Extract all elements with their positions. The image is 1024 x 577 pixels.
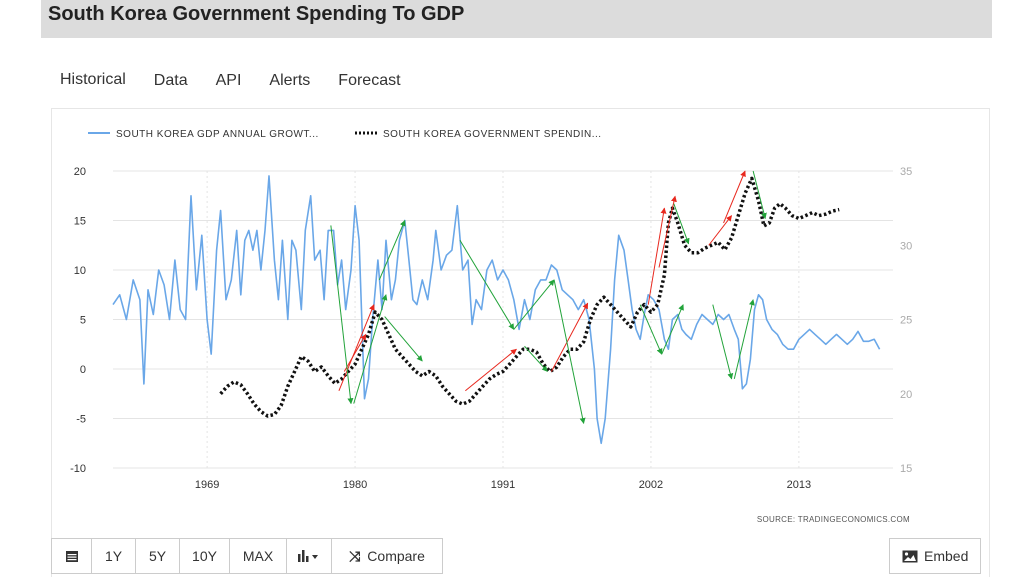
annotation-arrow [524,345,548,372]
tab-api[interactable]: API [215,72,242,89]
chart-type-button[interactable] [286,538,332,574]
y-axis-right: 35 30 25 20 15 [900,166,912,475]
annotation-arrow [752,170,767,220]
y-left-tick-label: 15 [74,216,86,228]
y-right-tick-label: 15 [900,463,912,475]
chart-legend: SOUTH KOREA GDP ANNUAL GROWT... SOUTH KO… [88,129,602,140]
y-left-tick-label: -10 [70,463,86,475]
embed-button[interactable]: Embed [889,538,982,574]
range-1y-button[interactable]: 1Y [91,538,136,574]
annotation-arrow [723,170,746,224]
range-max-button[interactable]: MAX [229,538,287,574]
annotation-arrow [553,279,586,425]
calendar-button[interactable] [51,538,92,574]
range-5y-button[interactable]: 5Y [135,538,180,574]
embed-label: Embed [924,548,969,564]
grid-lines [113,170,893,469]
annotation-arrow [384,316,423,362]
image-icon [902,550,918,562]
title-bar: South Korea Government Spending To GDP [41,0,992,38]
tab-historical[interactable]: Historical [60,71,126,88]
y-left-tick-label: 0 [80,364,86,376]
y-right-tick-label: 30 [900,240,912,252]
y-right-tick-label: 35 [900,166,912,178]
legend-gdp-label[interactable]: SOUTH KOREA GDP ANNUAL GROWT... [116,129,319,140]
range-10y-button[interactable]: 10Y [179,538,230,574]
calendar-icon [65,551,78,562]
y-left-tick-label: 5 [80,315,86,327]
annotation-arrow [330,225,354,405]
shuffle-icon: ⤨ [349,547,361,564]
annotation-arrow [658,195,677,268]
annotation-arrow [550,302,589,372]
x-tick-label: 2013 [787,479,811,491]
y-left-tick-label: 10 [74,265,86,277]
tab-alerts[interactable]: Alerts [269,72,311,89]
y-axis-left: 20 15 10 5 0 -5 -10 [70,166,86,475]
compare-label: Compare [367,548,425,564]
annotation-arrow [712,304,734,380]
tab-data[interactable]: Data [153,72,188,89]
annotation-arrows [330,170,767,425]
chart-toolbar: 1Y 5Y 10Y MAX ⤨ Compare [51,538,443,576]
annotation-arrow [673,203,690,245]
x-tick-label: 1969 [195,479,219,491]
y-right-tick-label: 25 [900,315,912,327]
legend-spending-label[interactable]: SOUTH KOREA GOVERNMENT SPENDIN... [383,129,602,140]
y-left-tick-label: 20 [74,166,86,178]
annotation-arrow [647,207,667,305]
annotation-arrow [639,304,663,355]
annotation-arrow [733,299,755,380]
bar-chart-icon [298,550,318,562]
annotation-arrow [708,215,733,246]
annotation-arrow [459,240,515,330]
tab-bar: Historical Data API Alerts Forecast [60,71,429,90]
series-layer [112,175,881,445]
source-label[interactable]: SOURCE: TRADINGECONOMICS.COM [757,515,910,524]
annotation-arrow [661,304,684,355]
annotation-arrow [353,294,388,404]
annotation-arrow [378,219,406,281]
x-axis: 1969 1980 1991 2002 2013 [195,479,811,491]
x-tick-label: 1980 [343,479,367,491]
page-title: South Korea Government Spending To GDP [48,3,465,25]
annotation-arrow [513,279,555,330]
x-tick-label: 2002 [639,479,663,491]
chart-frame [51,108,990,577]
compare-button[interactable]: ⤨ Compare [331,538,443,574]
y-left-tick-label: -5 [76,414,86,426]
annotation-arrow [343,333,367,372]
y-right-tick-label: 20 [900,389,912,401]
series-government-spending-line [219,176,840,418]
x-tick-label: 1991 [491,479,515,491]
annotation-arrow [338,304,375,391]
annotation-arrow [465,348,517,392]
series-gdp-growth-line [112,175,881,445]
tab-forecast[interactable]: Forecast [338,72,401,89]
